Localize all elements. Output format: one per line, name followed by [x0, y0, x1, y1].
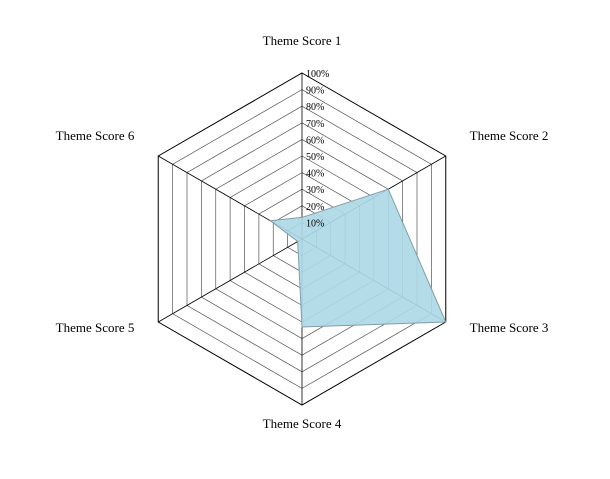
tick-label: 90% — [306, 86, 324, 97]
tick-label: 30% — [306, 185, 324, 196]
axis-label-4: Theme Score 4 — [263, 416, 342, 431]
axis-label-6: Theme Score 6 — [56, 128, 135, 143]
axis-label-5: Theme Score 5 — [56, 320, 135, 335]
radial-tick-labels: 10% 20% 30% 40% 50% 60% 70% 80% 90% 100% — [306, 69, 329, 229]
axis-label-2: Theme Score 2 — [470, 128, 549, 143]
axis-labels: Theme Score 1 Theme Score 2 Theme Score 3 T… — [56, 33, 549, 431]
tick-label: 20% — [306, 202, 324, 213]
tick-label: 50% — [306, 152, 324, 163]
tick-label: 100% — [306, 69, 329, 80]
axis-label-3: Theme Score 3 — [470, 320, 549, 335]
radar-series — [269, 188, 447, 328]
spoke-5 — [158, 238, 303, 323]
tick-label: 10% — [306, 218, 324, 229]
axis-label-1: Theme Score 1 — [263, 33, 342, 48]
tick-label: 70% — [306, 119, 324, 130]
tick-label: 80% — [306, 102, 324, 113]
tick-label: 40% — [306, 169, 324, 180]
tick-label: 60% — [306, 135, 324, 146]
series-1-area — [269, 188, 447, 328]
